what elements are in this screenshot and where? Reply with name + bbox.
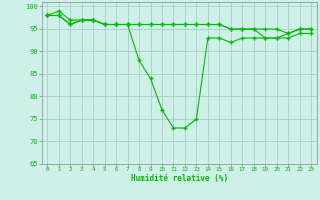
X-axis label: Humidité relative (%): Humidité relative (%): [131, 174, 228, 183]
